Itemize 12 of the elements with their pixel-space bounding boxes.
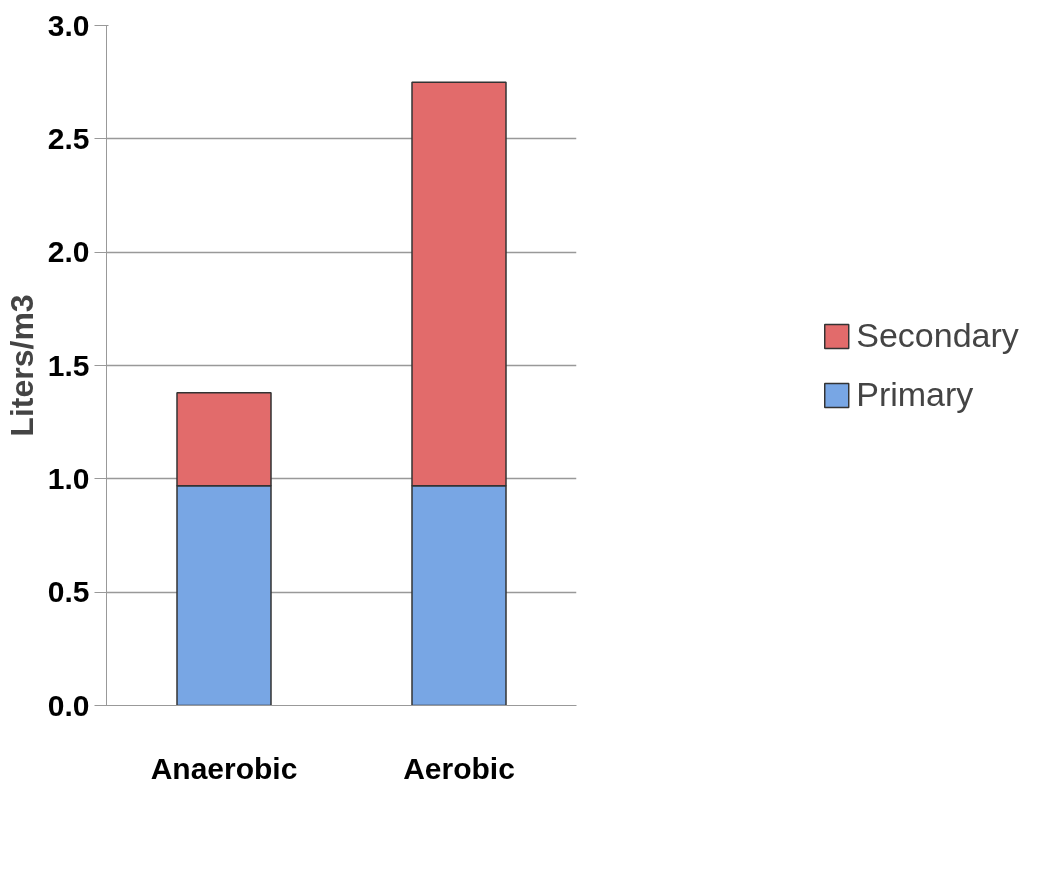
- legend-label: Secondary: [856, 316, 1019, 355]
- x-tick-label: Aerobic: [403, 751, 515, 785]
- legend-label: Primary: [856, 375, 974, 414]
- y-tick-label: 0.0: [47, 688, 90, 722]
- y-tick-label: 3.0: [47, 8, 90, 42]
- y-tick-label: 2.5: [47, 121, 90, 155]
- y-tick-label: 1.5: [47, 348, 90, 382]
- y-tick-label: 2.0: [47, 235, 90, 269]
- y-tick-label: 1.0: [47, 461, 90, 495]
- y-tick-label: 0.5: [47, 575, 90, 609]
- y-axis-title: Liters/m3: [3, 294, 40, 437]
- x-tick-label: Anaerobic: [150, 751, 298, 785]
